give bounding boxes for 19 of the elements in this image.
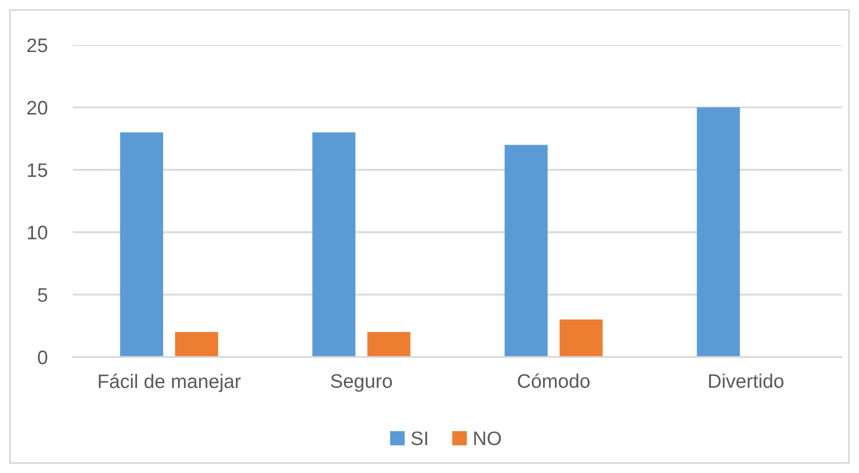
x-tick-label: Fácil de manejar [98, 374, 241, 392]
bar [504, 144, 548, 357]
bar [312, 132, 356, 357]
x-tick-label: Cómodo [518, 373, 590, 388]
bar [560, 320, 603, 357]
y-tick-label: 20 [27, 100, 48, 115]
legend-label: NO [474, 431, 501, 446]
x-tick-label: Seguro [330, 374, 392, 392]
bar [696, 107, 740, 357]
y-tick-label: 15 [28, 163, 48, 178]
bar [367, 332, 410, 357]
bar [120, 132, 164, 357]
bar [175, 332, 218, 357]
y-tick-label: 10 [28, 226, 48, 240]
legend-label: SI [411, 431, 428, 446]
x-tick-label: Divertido [709, 374, 784, 388]
y-tick-label: 25 [27, 38, 48, 52]
y-tick-label: 5 [38, 288, 48, 302]
y-tick-label: 0 [38, 350, 48, 364]
